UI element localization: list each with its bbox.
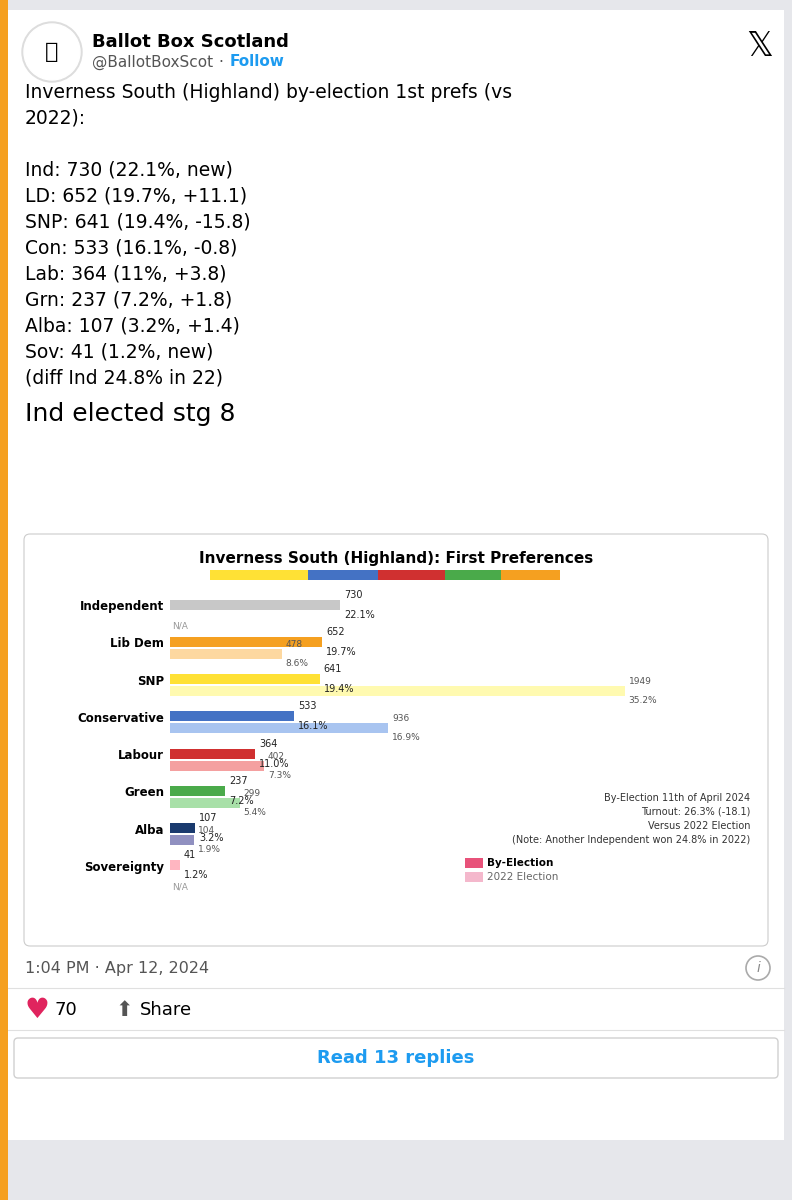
- Text: 70: 70: [55, 1001, 78, 1019]
- Text: Ind: 730 (22.1%, new): Ind: 730 (22.1%, new): [25, 161, 233, 180]
- Text: (diff Ind 24.8% in 22): (diff Ind 24.8% in 22): [25, 368, 223, 388]
- Text: 16.1%: 16.1%: [299, 721, 329, 731]
- Text: Follow: Follow: [230, 54, 285, 70]
- Text: 8.6%: 8.6%: [286, 659, 309, 668]
- FancyBboxPatch shape: [14, 1038, 778, 1078]
- Bar: [170, 761, 264, 770]
- Bar: [170, 686, 625, 696]
- Bar: [170, 637, 322, 647]
- Text: 41: 41: [184, 851, 196, 860]
- Circle shape: [746, 956, 770, 980]
- Bar: [444, 570, 501, 580]
- Text: 533: 533: [299, 701, 317, 712]
- Circle shape: [24, 24, 80, 80]
- Bar: [170, 786, 225, 796]
- Text: 1.9%: 1.9%: [198, 845, 221, 854]
- Text: Inverness South (Highland) by-election 1st prefs (vs: Inverness South (Highland) by-election 1…: [25, 83, 512, 102]
- Text: ·: ·: [218, 54, 223, 70]
- Text: By-Election 11th of April 2024
Turnout: 26.3% (-18.1)
Versus 2022 Election
(Note: By-Election 11th of April 2024 Turnout: …: [512, 793, 750, 845]
- Bar: [170, 649, 281, 659]
- Text: Independent: Independent: [80, 600, 164, 613]
- Text: 16.9%: 16.9%: [392, 733, 421, 743]
- Bar: [501, 570, 560, 580]
- Text: 7.3%: 7.3%: [268, 770, 291, 780]
- Text: ⬆: ⬆: [115, 1000, 132, 1020]
- Text: 11.0%: 11.0%: [259, 758, 289, 769]
- Text: Lab: 364 (11%, +3.8): Lab: 364 (11%, +3.8): [25, 264, 227, 283]
- Text: 364: 364: [259, 739, 277, 749]
- Text: Share: Share: [140, 1001, 192, 1019]
- Text: Sov: 41 (1.2%, new): Sov: 41 (1.2%, new): [25, 342, 213, 361]
- Bar: [465, 858, 483, 868]
- Text: Lib Dem: Lib Dem: [110, 637, 164, 650]
- Text: 3.2%: 3.2%: [199, 833, 223, 844]
- Text: 22.1%: 22.1%: [345, 610, 375, 619]
- Text: 936: 936: [392, 714, 409, 724]
- Text: Ballot Box Scotland: Ballot Box Scotland: [92, 32, 289, 50]
- FancyBboxPatch shape: [8, 10, 784, 1140]
- Bar: [465, 872, 483, 882]
- Text: Conservative: Conservative: [77, 712, 164, 725]
- Text: 35.2%: 35.2%: [629, 696, 657, 706]
- Bar: [170, 712, 295, 721]
- Text: SNP: 641 (19.4%, -15.8): SNP: 641 (19.4%, -15.8): [25, 212, 250, 232]
- Text: Grn: 237 (7.2%, +1.8): Grn: 237 (7.2%, +1.8): [25, 290, 232, 310]
- Text: Read 13 replies: Read 13 replies: [318, 1049, 474, 1067]
- Text: N/A: N/A: [172, 622, 188, 631]
- Bar: [170, 798, 240, 808]
- Text: 1:04 PM · Apr 12, 2024: 1:04 PM · Apr 12, 2024: [25, 960, 209, 976]
- Text: 5.4%: 5.4%: [244, 808, 267, 817]
- Text: 402: 402: [268, 751, 285, 761]
- FancyBboxPatch shape: [24, 534, 768, 946]
- Bar: [170, 823, 195, 833]
- Text: Inverness South (Highland): First Preferences: Inverness South (Highland): First Prefer…: [199, 551, 593, 565]
- Text: 19.4%: 19.4%: [324, 684, 354, 694]
- Text: 2022 Election: 2022 Election: [487, 872, 558, 882]
- Text: Labour: Labour: [118, 749, 164, 762]
- Text: By-Election: By-Election: [487, 858, 554, 868]
- Text: 1949: 1949: [629, 677, 652, 686]
- Text: 652: 652: [326, 626, 345, 637]
- Text: Ind elected stg 8: Ind elected stg 8: [25, 402, 235, 426]
- Text: LD: 652 (19.7%, +11.1): LD: 652 (19.7%, +11.1): [25, 186, 247, 205]
- Bar: [170, 724, 388, 733]
- Text: 299: 299: [244, 788, 261, 798]
- Text: 1.2%: 1.2%: [184, 870, 208, 881]
- Bar: [378, 570, 444, 580]
- Bar: [308, 570, 378, 580]
- Text: Sovereignty: Sovereignty: [84, 860, 164, 874]
- Bar: [170, 835, 194, 845]
- Circle shape: [22, 22, 82, 82]
- Text: SNP: SNP: [137, 674, 164, 688]
- Text: 104: 104: [198, 826, 215, 835]
- Bar: [170, 749, 255, 758]
- Bar: [170, 674, 319, 684]
- Text: Green: Green: [124, 786, 164, 799]
- Text: 19.7%: 19.7%: [326, 647, 356, 656]
- Text: 🗳️: 🗳️: [45, 42, 59, 62]
- Text: i: i: [756, 961, 760, 974]
- Text: 𝕏: 𝕏: [747, 30, 774, 64]
- Text: 107: 107: [199, 814, 218, 823]
- Text: 478: 478: [286, 640, 303, 649]
- Text: @BallotBoxScot: @BallotBoxScot: [92, 54, 213, 70]
- Bar: [170, 860, 180, 870]
- Text: N/A: N/A: [172, 882, 188, 892]
- Text: 730: 730: [345, 589, 363, 600]
- Bar: [210, 570, 308, 580]
- Text: ♥: ♥: [25, 996, 50, 1024]
- Text: Alba: Alba: [135, 823, 164, 836]
- Text: 7.2%: 7.2%: [230, 796, 254, 806]
- Text: Alba: 107 (3.2%, +1.4): Alba: 107 (3.2%, +1.4): [25, 317, 240, 336]
- Bar: [170, 600, 341, 610]
- Text: 2022):: 2022):: [25, 108, 86, 127]
- Text: 237: 237: [230, 776, 248, 786]
- Text: 641: 641: [324, 664, 342, 674]
- Text: Con: 533 (16.1%, -0.8): Con: 533 (16.1%, -0.8): [25, 239, 238, 258]
- Bar: [0, 0, 8, 1200]
